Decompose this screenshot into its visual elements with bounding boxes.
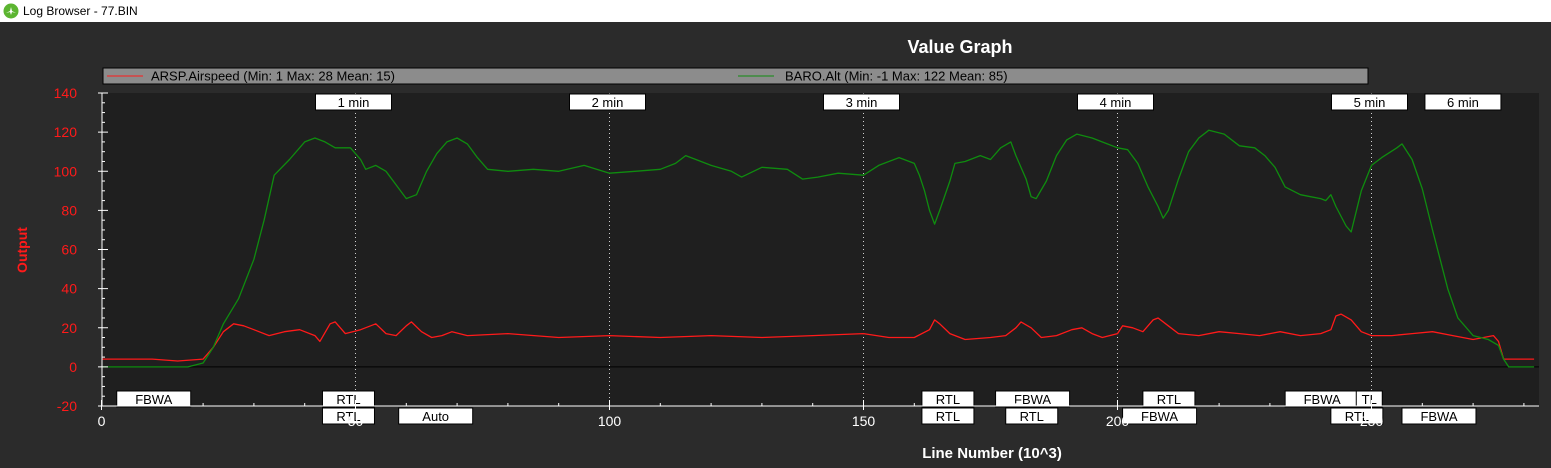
y-tick-label: 120 [54,124,78,140]
mode-annotations: FBWA RTL RTL Auto RTL RTL FBWA RTL RTL FBWA FBWA TL… [116,390,1477,425]
mode-annotation-box [1355,390,1383,408]
mode-annotation-box [995,390,1071,408]
y-tick-label: 20 [61,320,77,336]
mode-annotation-box [1005,407,1059,425]
x-tick-label: 50 [348,413,364,429]
series-line-alt [101,129,1535,368]
x-tick-label: 0 [98,413,106,429]
time-marker-box [315,93,392,111]
mode-annotation-box [1330,407,1384,425]
time-marker-box [1424,93,1502,111]
y-tick-label: 60 [61,242,77,258]
series-layer [101,129,1535,368]
legend-label-airspeed: ARSP.Airspeed (Min: 1 Max: 28 Mean: 15) [151,69,395,84]
mode-annotation-box [1401,407,1477,425]
time-marker-label: 2 min [592,95,624,110]
time-marker-label: 1 min [338,95,370,110]
x-tick-label: 150 [852,413,876,429]
x-tick-label: 100 [598,413,622,429]
time-marker-label: 5 min [1354,95,1386,110]
axes: -20 0 20 40 60 80 100 120 140 0 50 100 150 200 250 [54,85,1539,429]
time-marker-box [823,93,900,111]
mode-annotation-label: RTL [1345,409,1369,424]
chart-svg: Value Graph ARSP.Airspeed (Min: 1 Max: 2… [14,37,1539,462]
x-tick-label: 250 [1360,413,1384,429]
mode-annotation-label: TL [1362,392,1377,407]
mode-annotation-box [921,390,975,408]
mode-annotation-box [398,407,474,425]
plot-area [102,93,1539,406]
time-marker-label: 6 min [1447,95,1479,110]
mode-annotation-label: FBWA [1420,409,1457,424]
y-tick-label: 140 [54,85,78,101]
mode-annotation-label: RTL [936,409,960,424]
y-tick-label: 100 [54,163,78,179]
mode-annotation-label: RTL [1020,409,1044,424]
chart-title: Value Graph [907,37,1012,57]
y-tick-label: 80 [61,202,77,218]
app-icon [3,3,19,19]
y-tick-label: 0 [69,359,77,375]
mode-annotation-label: RTL [1157,392,1181,407]
mode-annotation-box [1122,407,1198,425]
mode-annotation-label: FBWA [1304,392,1341,407]
mode-annotation-label: RTL [336,409,360,424]
mode-annotation-label: FBWA [1141,409,1178,424]
time-marker-box [1077,93,1154,111]
mode-annotation-box [321,390,375,408]
mode-annotation-label: FBWA [1014,392,1051,407]
series-line-airspeed [101,313,1535,362]
value-graph: Value Graph ARSP.Airspeed (Min: 1 Max: 2… [0,22,1551,468]
legend-label-alt: BARO.Alt (Min: -1 Max: 122 Mean: 85) [785,69,1008,84]
time-marker-box [1331,93,1408,111]
y-axis-label: Output [14,227,30,273]
mode-annotation-box [116,390,192,408]
x-tick-label: 200 [1106,413,1130,429]
time-markers: 1 min 2 min 3 min 4 min 5 min 6 min [315,93,1502,406]
mode-annotation-label: FBWA [135,392,172,407]
mode-annotation-label: Auto [422,409,449,424]
window-titlebar: Log Browser - 77.BIN [0,0,1551,22]
y-tick-label: -20 [57,398,77,414]
time-marker-label: 3 min [846,95,878,110]
time-marker-box [569,93,646,111]
legend: ARSP.Airspeed (Min: 1 Max: 28 Mean: 15) … [102,67,1369,85]
mode-annotation-label: RTL [936,392,960,407]
x-axis-label: Line Number (10^3) [922,445,1062,462]
y-tick-label: 40 [61,281,77,297]
mode-annotation-box [1142,390,1196,408]
mode-annotation-label: RTL [336,392,360,407]
time-marker-label: 4 min [1100,95,1132,110]
mode-annotation-box [321,407,375,425]
window-title: Log Browser - 77.BIN [23,4,138,18]
legend-box [102,67,1369,85]
mode-annotation-box [921,407,975,425]
